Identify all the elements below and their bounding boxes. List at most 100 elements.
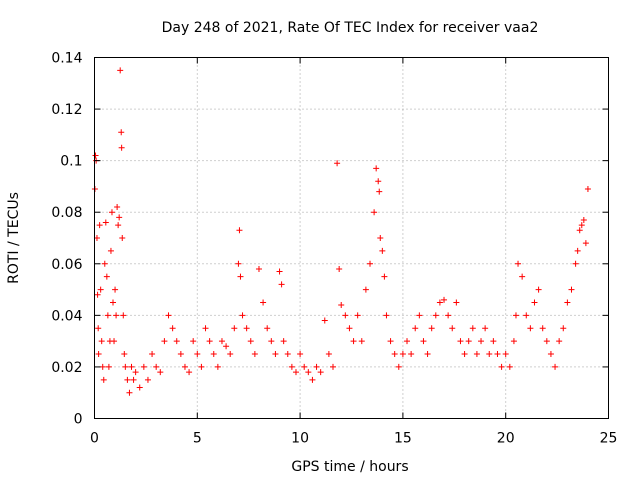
data-point (92, 152, 99, 159)
data-point (367, 260, 374, 267)
plot-frame (94, 57, 609, 419)
data-point (486, 351, 493, 358)
data-point (309, 376, 316, 383)
y-tick-label: 0.08 (51, 205, 82, 221)
data-point (114, 204, 121, 211)
data-point (329, 363, 336, 370)
data-point (482, 325, 489, 332)
data-point (457, 338, 464, 345)
data-point (124, 376, 131, 383)
data-point (574, 247, 581, 254)
data-points (91, 67, 591, 396)
data-point (523, 312, 530, 319)
data-point (373, 165, 380, 172)
data-point (227, 351, 234, 358)
data-point (552, 363, 559, 370)
data-point (338, 302, 345, 309)
data-point (210, 351, 217, 358)
data-point (97, 286, 104, 293)
data-point (117, 67, 124, 74)
x-tick-label: 15 (394, 431, 412, 447)
x-tick-label: 0 (90, 431, 99, 447)
data-point (276, 268, 283, 275)
data-point (362, 286, 369, 293)
data-point (556, 338, 563, 345)
data-point (408, 351, 415, 358)
data-point (112, 286, 119, 293)
data-point (118, 144, 125, 151)
data-point (377, 235, 384, 241)
data-point (235, 260, 242, 267)
data-point (506, 363, 513, 370)
data-point (103, 273, 110, 280)
data-point (251, 351, 258, 358)
data-point (584, 186, 591, 193)
data-point (432, 312, 439, 319)
data-point (102, 219, 109, 226)
data-point (379, 247, 386, 254)
data-point (126, 389, 133, 396)
data-point (130, 376, 137, 383)
data-point (280, 338, 287, 345)
data-point (181, 363, 188, 370)
data-point (494, 351, 501, 358)
data-point (441, 296, 448, 303)
data-point (580, 216, 587, 223)
data-point (101, 260, 108, 267)
data-point (292, 369, 299, 376)
data-point (288, 363, 295, 370)
data-point (560, 325, 567, 332)
data-point (473, 351, 480, 358)
data-point (547, 351, 554, 358)
data-point (115, 222, 122, 229)
y-tick-label: 0.06 (51, 257, 82, 273)
data-point (236, 227, 243, 234)
y-tick-label: 0.02 (51, 360, 82, 376)
data-point (342, 312, 349, 319)
y-tick-label: 0 (74, 412, 83, 428)
data-point (336, 265, 343, 272)
data-point (190, 338, 197, 345)
data-point (108, 209, 115, 216)
data-point (218, 338, 225, 345)
data-point (99, 363, 106, 370)
data-point (582, 240, 589, 247)
data-point (399, 351, 406, 358)
data-point (177, 351, 184, 358)
data-point (436, 299, 443, 306)
data-point (161, 338, 168, 345)
data-point (576, 227, 583, 234)
x-tick-label: 25 (600, 431, 618, 447)
data-point (194, 351, 201, 358)
data-point (391, 351, 398, 358)
data-point (412, 325, 419, 332)
data-point (527, 325, 534, 332)
data-point (132, 369, 139, 376)
data-point (572, 260, 579, 267)
data-point (128, 363, 135, 370)
data-point (110, 299, 117, 306)
data-point (165, 312, 172, 319)
x-tick-labels: 0 5 10 15 20 25 (90, 431, 617, 447)
data-point (535, 286, 542, 293)
y-tick-label: 0.14 (51, 51, 82, 67)
data-point (113, 312, 120, 319)
data-point (317, 369, 324, 376)
data-point (94, 291, 101, 298)
data-point (186, 369, 193, 376)
data-point (502, 351, 509, 358)
y-tick-labels: 0 0.02 0.04 0.06 0.08 0.1 0.12 0.14 (51, 51, 82, 428)
data-point (157, 369, 164, 376)
grid-lines (94, 57, 609, 419)
data-point (116, 214, 123, 221)
x-tick-label: 10 (291, 431, 309, 447)
data-point (223, 343, 230, 350)
data-point (198, 363, 205, 370)
data-point (531, 299, 538, 306)
data-point (231, 325, 238, 332)
axis-ticks (94, 57, 609, 419)
data-point (354, 312, 361, 319)
data-point (260, 299, 267, 306)
data-point (255, 265, 262, 272)
